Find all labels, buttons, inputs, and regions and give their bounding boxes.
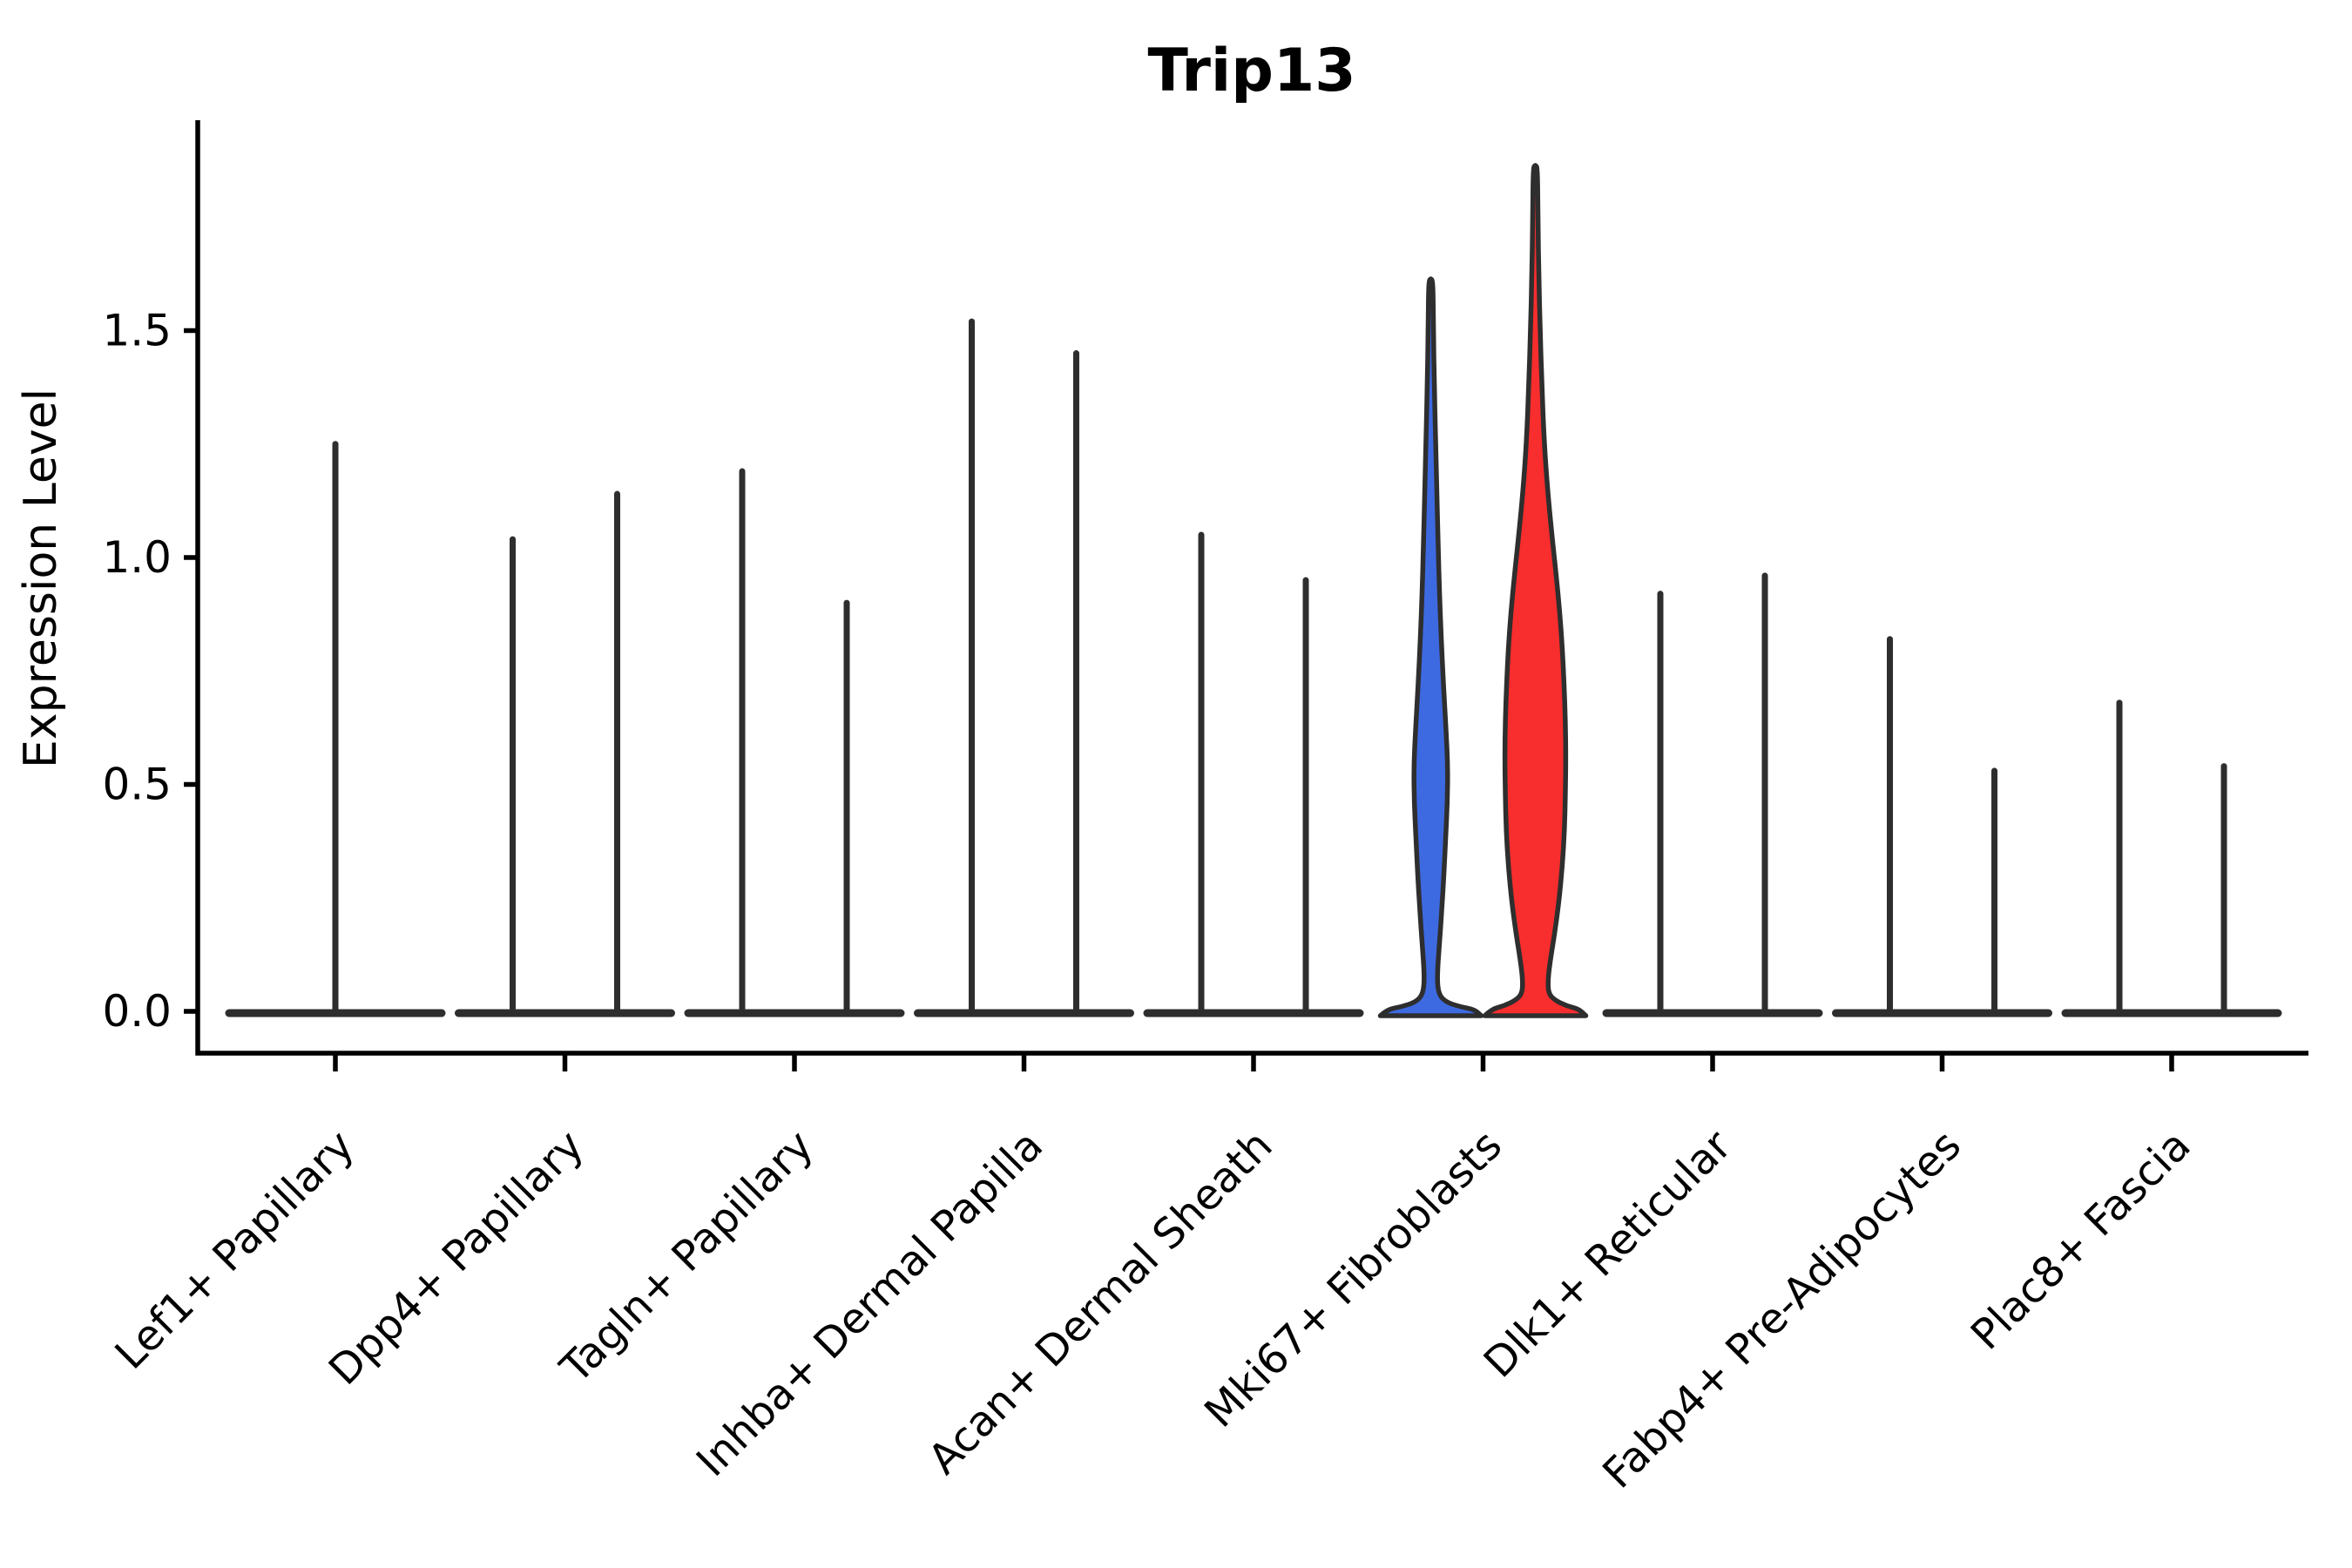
x-tick-label: Dlk1+ Reticular bbox=[1475, 1121, 1741, 1388]
y-tick-label: 0.5 bbox=[102, 760, 172, 810]
y-tick-label: 0.0 bbox=[102, 986, 172, 1037]
x-tick-label: Dpp4+ Papillary bbox=[320, 1121, 593, 1395]
x-tick-label: Plac8+ Fascia bbox=[1962, 1121, 2200, 1360]
y-tick-label: 1.0 bbox=[102, 532, 172, 583]
y-axis-label: Expression Level bbox=[15, 389, 67, 768]
y-tick-label: 1.5 bbox=[102, 306, 172, 356]
x-tick-label: Tagln+ Papillary bbox=[551, 1121, 822, 1393]
x-tick-label: Lef1+ Papillary bbox=[106, 1121, 364, 1379]
violin-body-red bbox=[1482, 163, 1589, 1018]
chart-title: Trip13 bbox=[1147, 37, 1355, 105]
violin-body-blue bbox=[1377, 276, 1484, 1018]
